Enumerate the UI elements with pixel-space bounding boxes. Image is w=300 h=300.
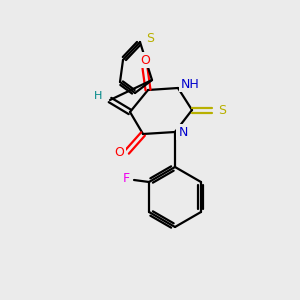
Text: O: O	[140, 53, 150, 67]
Text: S: S	[146, 32, 154, 44]
Text: NH: NH	[181, 77, 200, 91]
Text: N: N	[178, 125, 188, 139]
Text: O: O	[114, 146, 124, 158]
Text: H: H	[94, 91, 102, 101]
Text: S: S	[218, 103, 226, 116]
Text: F: F	[122, 172, 130, 185]
